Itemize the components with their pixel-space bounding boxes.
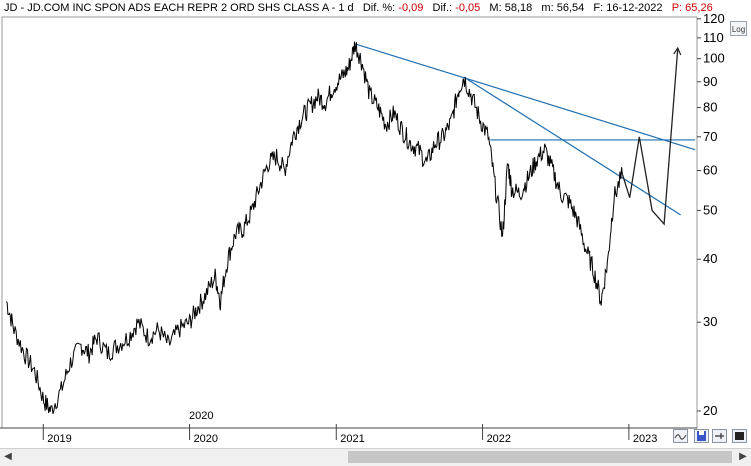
- date-value: 16-12-2022: [606, 2, 663, 14]
- y-tick-label: 40: [703, 251, 717, 266]
- dif-value: -0,05: [455, 2, 481, 14]
- trendline-2: [463, 76, 681, 216]
- scroll-right-icon[interactable]: ▶: [739, 451, 747, 462]
- price-label: P:: [671, 2, 683, 14]
- close-icon[interactable]: [732, 429, 747, 443]
- min-label: m:: [541, 2, 554, 14]
- y-tick-label: 50: [703, 202, 717, 217]
- date-label: F:: [593, 2, 604, 14]
- horizontal-scrollbar[interactable]: ◀ ▶: [0, 448, 751, 466]
- pin-icon-glyph: [715, 433, 724, 439]
- close-icon-glyph: [735, 432, 744, 440]
- log-scale-button[interactable]: Log: [730, 21, 747, 36]
- symbol-header: JD - JD.COM INC SPON ADS EACH REPR 2 ORD…: [4, 2, 713, 14]
- year-marker: 2020: [189, 410, 214, 422]
- projection-arrowhead: [673, 46, 682, 56]
- price-value: 65,26: [685, 2, 713, 14]
- x-tick-label: 2019: [47, 433, 71, 445]
- y-tick-label: 20: [703, 403, 717, 418]
- wave-icon-glyph: [674, 434, 687, 440]
- min-value: 56,54: [556, 2, 585, 14]
- y-tick-label: 90: [703, 74, 717, 89]
- y-tick-label: 70: [703, 129, 717, 144]
- save-icon-glyph: [697, 431, 706, 441]
- dif-pct-value: -0,09: [398, 2, 424, 14]
- y-tick-label: 30: [703, 314, 717, 329]
- scrollbar-thumb[interactable]: [348, 451, 732, 463]
- price-line: [5, 41, 623, 415]
- x-tick-label: 2022: [487, 433, 511, 445]
- symbol-title: JD - JD.COM INC SPON ADS EACH REPR 2 ORD…: [4, 2, 354, 14]
- save-icon[interactable]: [694, 429, 709, 443]
- trendline-1: [354, 43, 696, 151]
- x-tick-label: 2023: [633, 433, 657, 445]
- scroll-left-icon[interactable]: ◀: [4, 451, 12, 462]
- y-tick-label: 120: [703, 11, 725, 26]
- projection-line: [621, 47, 679, 226]
- y-tick-label: 100: [703, 51, 725, 66]
- plot-frame: [1, 16, 698, 429]
- y-tick-label: 60: [703, 163, 717, 178]
- x-tick-label: 2021: [340, 433, 364, 445]
- y-tick-label: 80: [703, 100, 717, 115]
- y-tick-label: 110: [703, 30, 724, 45]
- max-value: 58,18: [504, 2, 533, 14]
- dif-pct-label: Dif. %:: [362, 2, 396, 14]
- max-label: M:: [489, 2, 502, 14]
- dif-label: Dif.:: [432, 2, 453, 14]
- x-tick-label: 2020: [194, 433, 218, 445]
- pin-icon[interactable]: [712, 429, 727, 443]
- wave-icon[interactable]: [673, 429, 688, 443]
